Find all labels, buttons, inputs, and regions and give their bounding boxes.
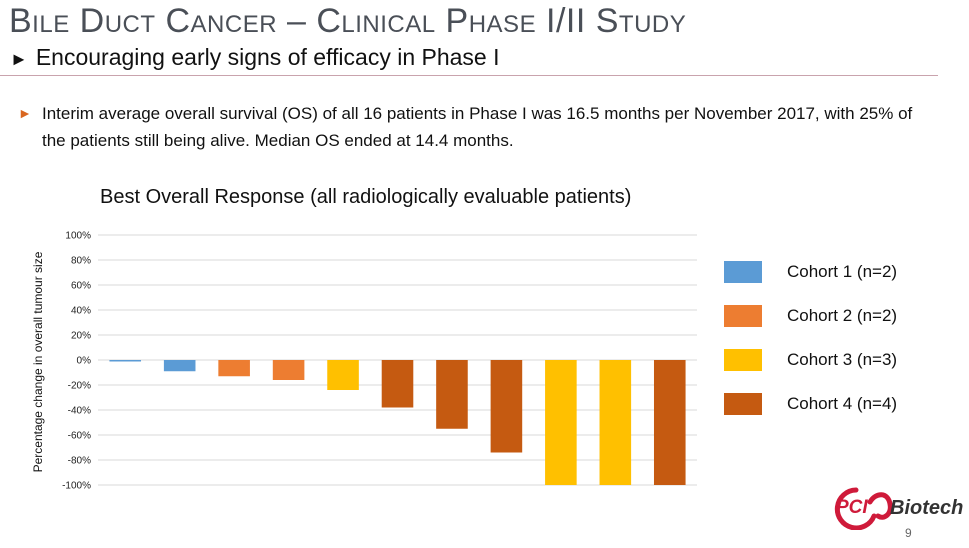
bullet-marker: ► (18, 105, 32, 121)
logo-biotech-text: Biotech (890, 497, 964, 519)
y-tick-label: -100% (62, 481, 91, 492)
legend-label: Cohort 4 (n=4) (787, 394, 898, 413)
y-tick-label: 0% (77, 356, 92, 367)
legend-swatch (724, 261, 762, 283)
bullet-point: ► Interim average overall survival (OS) … (18, 100, 938, 154)
bullet-text: Interim average overall survival (OS) of… (42, 104, 913, 150)
bar-patient-4 (272, 360, 305, 380)
y-tick-label: 80% (71, 256, 91, 267)
y-tick-label: 60% (71, 281, 91, 292)
bar-patient-8 (490, 360, 523, 453)
bar-patient-5 (327, 360, 359, 390)
legend-swatch (724, 305, 762, 327)
pci-biotech-logo-icon (834, 487, 893, 530)
legend-item-cohort-3: Cohort 3 (n=3) (724, 338, 897, 382)
legend-item-cohort-4: Cohort 4 (n=4) (724, 382, 897, 426)
bar-patient-9 (545, 360, 577, 485)
legend-label: Cohort 3 (n=3) (787, 350, 898, 369)
chart-bars (109, 360, 686, 485)
subtitle-text: Encouraging early signs of efficacy in P… (35, 44, 500, 70)
bar-patient-2 (163, 360, 196, 372)
bar-patient-1 (109, 360, 142, 362)
y-tick-label: 40% (71, 306, 91, 317)
page-subtitle: ► Encouraging early signs of efficacy in … (10, 44, 500, 71)
bar-patient-10 (599, 360, 632, 485)
legend-item-cohort-2: Cohort 2 (n=2) (724, 294, 897, 338)
legend-label: Cohort 1 (n=2) (787, 262, 898, 281)
page-title: Bile Duct Cancer – Clinical Phase I/II S… (9, 2, 687, 40)
legend-swatch (724, 349, 762, 371)
bar-patient-3 (218, 360, 250, 377)
chart-legend: Cohort 1 (n=2) Cohort 2 (n=2) Cohort 3 (n=… (724, 250, 897, 426)
bar-patient-6 (381, 360, 414, 408)
y-tick-label: -80% (68, 456, 91, 467)
y-tick-label: 20% (71, 331, 91, 342)
y-tick-label: -40% (68, 406, 91, 417)
y-tick-label: -60% (68, 431, 91, 442)
legend-item-cohort-1: Cohort 1 (n=2) (724, 250, 897, 294)
legend-swatch (724, 393, 762, 415)
bar-patient-11 (653, 360, 686, 485)
bar-patient-7 (436, 360, 468, 429)
header-divider (0, 75, 938, 76)
y-tick-label: 100% (65, 231, 91, 242)
page-number: 9 (905, 526, 912, 540)
y-axis-ticks: -100% -80% -60% -40% -20% 0% 20% 40% 60% 80% 100% (62, 231, 91, 492)
logo-pci-text: PCI (836, 497, 868, 518)
y-tick-label: -20% (68, 381, 91, 392)
chart-title: Best Overall Response (all radiologicall… (100, 186, 632, 208)
subtitle-marker: ► (10, 49, 28, 69)
legend-label: Cohort 2 (n=2) (787, 306, 898, 325)
